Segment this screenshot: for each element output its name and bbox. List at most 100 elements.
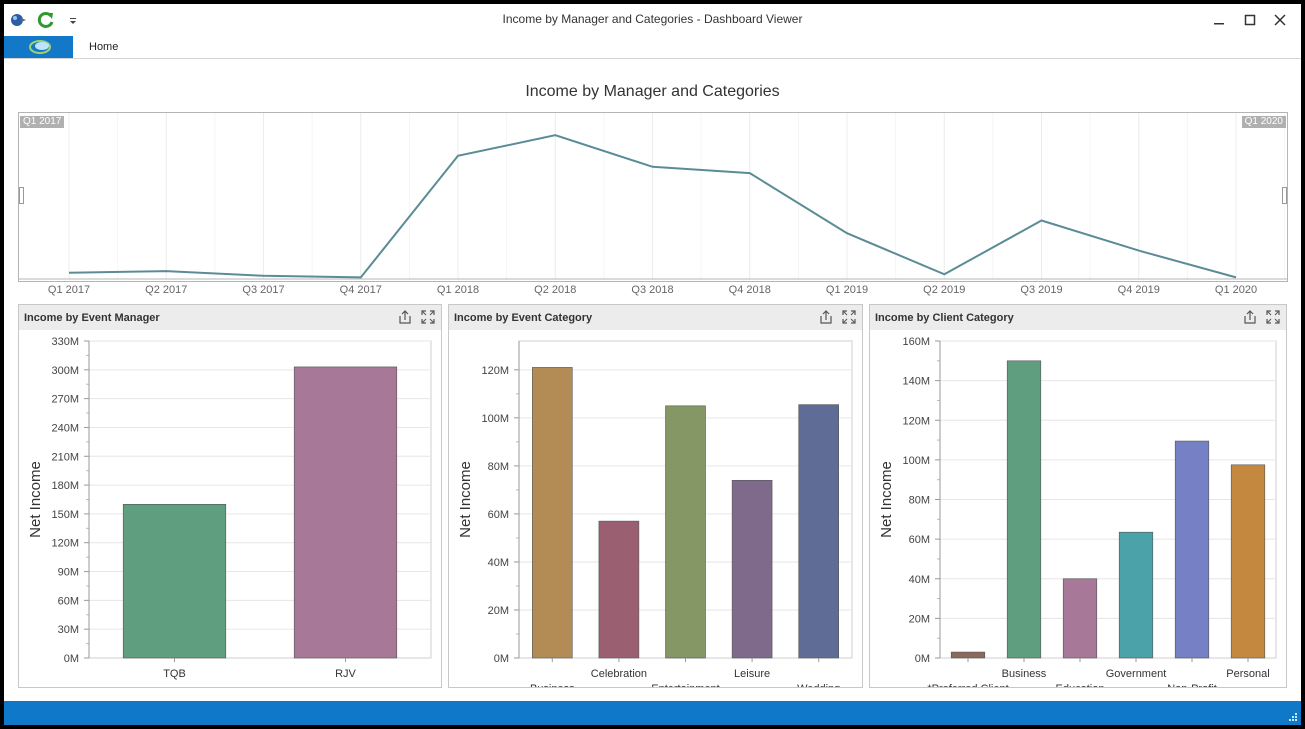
- window-title: Income by Manager and Categories - Dashb…: [502, 12, 803, 26]
- range-x-tick-label: Q1 2020: [1215, 284, 1257, 296]
- y-axis-title: Net Income: [27, 461, 44, 538]
- y-tick-label: 60M: [909, 534, 930, 546]
- y-tick-label: 0M: [915, 653, 930, 665]
- bar-chart-event-category: 0M 20M 40M 60M 80M 100M 120M Net Income Business…: [457, 340, 853, 687]
- x-tick-label: Personal: [1226, 668, 1269, 680]
- bar-leisure: [731, 479, 773, 659]
- maximize-icon[interactable]: [1239, 10, 1261, 30]
- x-tick-label: Business: [530, 683, 575, 687]
- range-left-handle[interactable]: [19, 187, 24, 204]
- range-x-tick-label: Q1 2018: [437, 284, 479, 296]
- x-tick-label: *Preferred Client: [927, 683, 1008, 687]
- range-right-handle[interactable]: [1282, 187, 1287, 204]
- panel-title: Income by Event Manager: [24, 312, 160, 324]
- bar-chart-event-manager: 0M 30M 60M 90M 120M 150M 180M 210M 240M 270M 300M 3…: [27, 336, 432, 680]
- range-x-tick-label: Q1 2017: [48, 284, 90, 296]
- y-tick-label: 0M: [64, 653, 79, 665]
- dashboard-title: Income by Manager and Categories: [525, 83, 780, 100]
- y-tick-label: 90M: [58, 567, 79, 579]
- title-bar: Income by Manager and Categories - Dashb…: [4, 4, 1301, 36]
- range-x-tick-label: Q1 2019: [826, 284, 868, 296]
- ribbon: Home: [4, 36, 1301, 59]
- y-tick-label: 20M: [488, 605, 509, 617]
- x-tick-label: Education: [1056, 683, 1105, 687]
- panel-header: Income by Event Category: [449, 305, 862, 330]
- y-tick-label: 100M: [902, 455, 930, 467]
- y-tick-label: 300M: [51, 365, 79, 377]
- export-icon[interactable]: [397, 309, 413, 325]
- range-end-label: Q1 2020: [1241, 116, 1286, 128]
- bar-rjv: [293, 366, 398, 659]
- application-button[interactable]: [4, 36, 73, 58]
- bar-non-profit: [1174, 440, 1210, 659]
- bar-business: [532, 367, 573, 659]
- panel-title: Income by Client Category: [875, 312, 1014, 324]
- app-ball-icon[interactable]: [8, 10, 28, 30]
- close-icon[interactable]: [1269, 10, 1291, 30]
- bar-government: [1118, 531, 1154, 659]
- dashboard-viewer-window: Income by Manager and Categories - Dashb…: [4, 4, 1301, 725]
- fullscreen-icon[interactable]: [420, 309, 436, 325]
- bar-tqb: [122, 504, 227, 659]
- y-tick-label: 100M: [481, 413, 509, 425]
- bar-wedding: [798, 404, 839, 659]
- x-tick-label: Non-Profit: [1167, 683, 1217, 687]
- range-series-line: [68, 134, 1237, 279]
- x-tick-label: TQB: [163, 668, 186, 680]
- y-tick-label: 0M: [494, 653, 509, 665]
- dashboard-surface: Income by Manager and Categories Q1 2017…: [4, 59, 1301, 701]
- range-x-tick-label: Q4 2018: [729, 284, 771, 296]
- y-tick-label: 270M: [51, 394, 79, 406]
- range-start-label: Q1 2017: [20, 116, 65, 128]
- y-tick-label: 80M: [488, 461, 509, 473]
- bar-preferred-client: [950, 651, 986, 659]
- x-tick-label: Entertainment: [651, 683, 719, 687]
- resize-grip-icon[interactable]: [1288, 712, 1298, 722]
- bar-entertainment: [665, 405, 706, 659]
- range-x-tick-label: Q3 2019: [1020, 284, 1062, 296]
- x-tick-label: RJV: [335, 668, 356, 680]
- y-tick-label: 40M: [909, 574, 930, 586]
- y-tick-label: 240M: [51, 422, 79, 434]
- range-x-tick-label: Q2 2018: [534, 284, 576, 296]
- y-tick-label: 120M: [51, 538, 79, 550]
- y-tick-label: 30M: [58, 624, 79, 636]
- x-tick-label: Leisure: [734, 668, 770, 680]
- range-x-tick-label: Q2 2017: [145, 284, 187, 296]
- panel-header: Income by Event Manager: [19, 305, 441, 330]
- minimize-icon[interactable]: [1208, 10, 1230, 30]
- bar-personal: [1230, 464, 1266, 659]
- x-tick-label: Government: [1106, 668, 1167, 680]
- y-tick-label: 20M: [909, 613, 930, 625]
- y-tick-label: 140M: [902, 376, 930, 388]
- export-icon[interactable]: [1242, 309, 1258, 325]
- fullscreen-icon[interactable]: [841, 309, 857, 325]
- range-x-tick-label: Q3 2018: [631, 284, 673, 296]
- y-tick-label: 180M: [51, 480, 79, 492]
- panel-header: Income by Client Category: [870, 305, 1286, 330]
- bar-business: [1006, 360, 1042, 659]
- refresh-icon[interactable]: [36, 10, 56, 30]
- y-tick-label: 80M: [909, 495, 930, 507]
- y-tick-label: 60M: [58, 595, 79, 607]
- panel-event-manager: Income by Event Manager 0M 30M 60M 90M 120M 1…: [18, 304, 442, 688]
- export-icon[interactable]: [818, 309, 834, 325]
- y-tick-label: 160M: [902, 336, 930, 348]
- panel-event-category: Income by Event Category 0M 20M 40M 60M 80M 1…: [448, 304, 863, 688]
- range-filter[interactable]: Q1 2017 Q2 2017 Q3 2017 Q4 2017 Q1 2018 Q2 20…: [18, 112, 1288, 296]
- x-tick-label: Celebration: [591, 668, 647, 680]
- y-axis-title: Net Income: [878, 461, 895, 538]
- fullscreen-icon[interactable]: [1265, 309, 1281, 325]
- range-x-tick-label: Q2 2019: [923, 284, 965, 296]
- bar-education: [1062, 578, 1098, 659]
- app-logo-icon: [29, 40, 51, 54]
- y-axis-title: Net Income: [457, 461, 474, 538]
- tab-home[interactable]: Home: [89, 41, 119, 53]
- y-tick-label: 120M: [481, 365, 509, 377]
- bar-chart-client-category: 0M 20M 40M 60M 80M 100M 120M 140M 160M Net Income…: [878, 336, 1277, 687]
- customize-arrow-icon[interactable]: [66, 10, 80, 30]
- range-x-tick-label: Q4 2019: [1118, 284, 1160, 296]
- x-tick-label: Business: [1002, 668, 1047, 680]
- y-tick-label: 40M: [488, 557, 509, 569]
- range-chart: Q1 2017 Q2 2017 Q3 2017 Q4 2017 Q1 2018 Q2 20…: [19, 113, 1287, 296]
